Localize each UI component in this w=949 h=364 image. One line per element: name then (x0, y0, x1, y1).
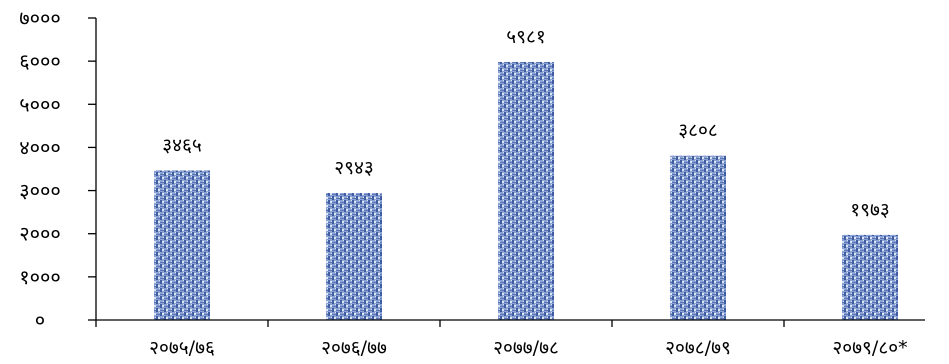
x-tick-label: २०७६/७७ (321, 337, 387, 359)
data-label: ५९८१ (506, 26, 546, 48)
y-axis: ० १००० २००० ३००० ४००० ५००० ६००० ७००० (19, 6, 97, 332)
bar (842, 234, 898, 320)
bar (498, 61, 554, 320)
bar (326, 193, 382, 320)
y-tick-label: ४००० (19, 135, 61, 159)
data-label: १९७३ (850, 199, 890, 221)
y-tick-label: २००० (19, 222, 61, 246)
y-tick-label: ० (35, 308, 45, 332)
x-tick-label: २०७५/७६ (149, 337, 215, 359)
data-label: २९४३ (334, 157, 374, 179)
x-axis: २०७५/७६ २०७६/७७ २०७७/७८ २०७८/७९ २०७९/८०* (95, 319, 925, 359)
y-tick-label: ६००० (19, 49, 61, 73)
bars-group (154, 61, 898, 320)
x-tick-label: २०७९/८०* (832, 337, 907, 359)
x-tick-label: २०७८/७९ (665, 337, 731, 359)
y-tick-label: १००० (19, 265, 61, 289)
data-label: ३४६५ (162, 135, 202, 157)
y-tick-label: ३००० (19, 179, 61, 203)
x-tick-label: २०७७/७८ (493, 337, 559, 359)
bar (670, 155, 726, 320)
bar (154, 170, 210, 320)
data-label: ३८०८ (678, 120, 718, 142)
y-tick-label: ५००० (19, 92, 61, 116)
y-tick-label: ७००० (19, 6, 61, 30)
data-labels-group: ३४६५ २९४३ ५९८१ ३८०८ १९७३ (162, 26, 890, 221)
